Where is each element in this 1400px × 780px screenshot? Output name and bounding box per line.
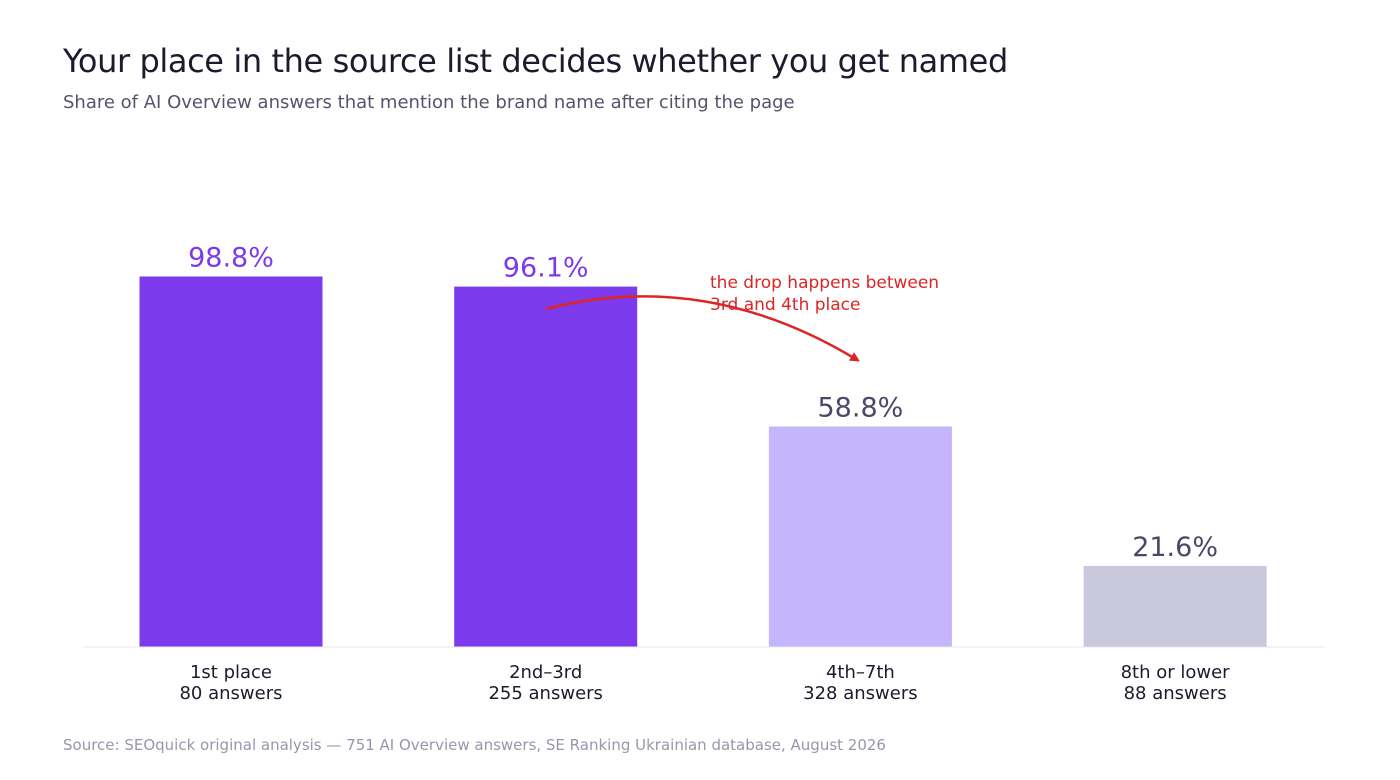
bar-1: [139, 276, 323, 647]
category-sublabel-1: 80 answers: [179, 683, 282, 704]
annotation-arrow: [545, 295, 860, 362]
bar-2: [454, 286, 638, 647]
value-label-3: 58.8%: [818, 393, 904, 424]
annotation-text-line-1: the drop happens between: [710, 273, 939, 293]
source-note: Source: SEOquick original analysis — 751…: [63, 736, 886, 754]
bar-3: [768, 426, 952, 647]
category-sublabel-4: 88 answers: [1124, 683, 1227, 704]
category-sublabel-3: 328 answers: [803, 683, 917, 704]
bar-4: [1083, 566, 1267, 647]
category-label-1: 1st place: [190, 662, 272, 683]
category-label-4: 8th or lower: [1121, 662, 1231, 683]
category-label-2: 2nd–3rd: [509, 662, 582, 683]
annotation-text-line-2: 3rd and 4th place: [710, 295, 861, 315]
chart-subtitle: Share of AI Overview answers that mentio…: [63, 92, 795, 113]
chart-title: Your place in the source list decides wh…: [63, 42, 1008, 80]
value-label-4: 21.6%: [1132, 532, 1218, 563]
category-label-3: 4th–7th: [826, 662, 895, 683]
value-label-1: 98.8%: [188, 243, 274, 274]
category-sublabel-2: 255 answers: [488, 683, 602, 704]
value-label-2: 96.1%: [503, 253, 589, 284]
